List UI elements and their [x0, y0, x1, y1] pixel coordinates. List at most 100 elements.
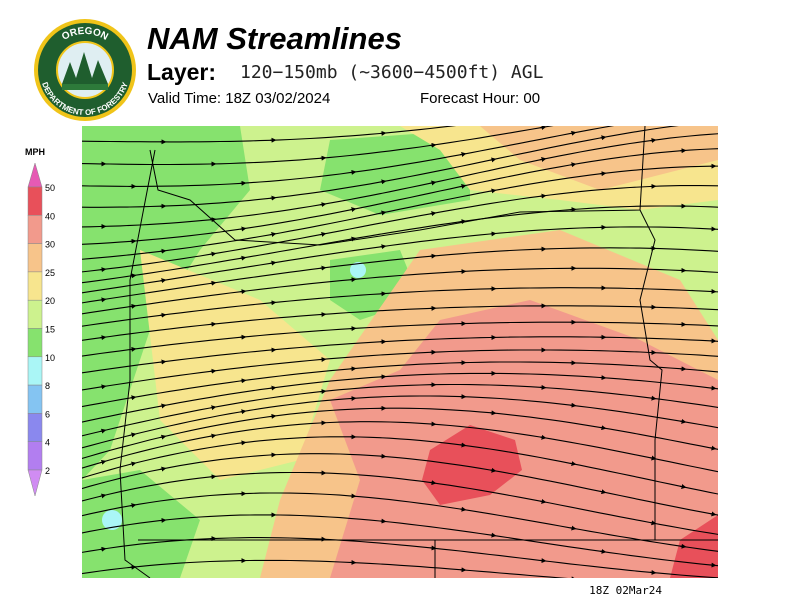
- logo-top-path: OREGON: [60, 26, 110, 43]
- streamline-arrow: [599, 548, 607, 554]
- streamline-arrow: [569, 162, 577, 168]
- streamline-arrow: [459, 506, 467, 512]
- streamline: [82, 395, 718, 449]
- streamline: [82, 247, 718, 304]
- colorbar-band: [27, 299, 43, 329]
- streamline-arrow: [539, 434, 547, 440]
- streamline-arrow: [649, 395, 657, 401]
- layer-label: Layer:: [147, 59, 216, 85]
- streamline-arrow: [209, 433, 217, 439]
- streamline: [82, 336, 718, 374]
- footer-timestamp: 18Z 02Mar24: [589, 584, 662, 597]
- streamline-arrow: [159, 248, 167, 254]
- field-cyan: [350, 262, 366, 278]
- colorbar-tick-label: 40: [45, 211, 55, 221]
- streamline-arrow: [99, 335, 107, 341]
- streamline: [82, 492, 718, 552]
- streamline-arrow: [129, 346, 137, 352]
- streamline-arrow: [239, 255, 247, 261]
- colorbar-cap-top: [27, 162, 43, 188]
- streamline-arrow: [600, 105, 604, 106]
- streamline-arrow: [159, 359, 167, 365]
- colorbar-tick-label: 10: [45, 353, 55, 363]
- streamline-arrow: [99, 297, 107, 303]
- field-cyan-sw: [102, 510, 122, 530]
- streamline: [82, 559, 569, 578]
- streamline-arrow: [709, 445, 717, 451]
- border-ca-nv: [138, 539, 655, 578]
- streamline-arrow: [239, 378, 247, 384]
- streamline: [82, 226, 718, 294]
- streamline-arrow: [269, 195, 277, 201]
- streamline-arrow: [99, 267, 107, 273]
- streamline-arrow: [489, 157, 497, 163]
- streamline: [82, 349, 718, 391]
- valid-time: Valid Time: 18Z 03/02/2024: [148, 90, 330, 107]
- streamline-arrow: [650, 109, 654, 110]
- streamline-arrow: [239, 409, 247, 415]
- streamline-arrow: [489, 188, 497, 194]
- streamline: [82, 321, 718, 357]
- map: [82, 105, 718, 578]
- streamline-arrow: [539, 193, 547, 199]
- streamline-arrow: [269, 260, 277, 266]
- streamline-arrow: [99, 428, 107, 434]
- streamline-arrow: [209, 251, 217, 257]
- streamline-arrow: [99, 384, 107, 390]
- streamline-arrow: [459, 219, 467, 225]
- colorbar-tick-label: 4: [45, 438, 50, 448]
- streamline-arrow: [649, 520, 657, 526]
- title: NAM Streamlines: [147, 21, 402, 56]
- colorbar-tick-label: 20: [45, 296, 55, 306]
- streamlines: [82, 105, 718, 578]
- logo-trees: [62, 52, 108, 84]
- streamline: [82, 126, 679, 208]
- streamline: [82, 305, 718, 341]
- streamline-arrow: [379, 210, 387, 216]
- streamline-arrow: [209, 368, 217, 374]
- streamline-arrow: [429, 480, 437, 486]
- colorbar-tick-label: 30: [45, 240, 55, 250]
- colorbar-tick-label: 25: [45, 268, 55, 278]
- coastline: [119, 149, 156, 578]
- streamline-arrow: [679, 418, 687, 424]
- streamline: [82, 287, 718, 327]
- colorbar-title: MPH: [25, 147, 45, 157]
- streamline: [82, 148, 718, 245]
- colorbar-band: [27, 271, 43, 301]
- forecast-hour: Forecast Hour: 00: [420, 90, 540, 107]
- streamline: [82, 133, 718, 228]
- streamline: [82, 514, 718, 567]
- streamline: [82, 185, 718, 273]
- streamline-arrow: [599, 135, 607, 141]
- colorbar-band: [27, 356, 43, 386]
- logo: OREGON DEPARTMENT OF FORESTRY: [34, 19, 136, 121]
- streamline: [82, 126, 554, 166]
- colorbar-tick-label: 15: [45, 325, 55, 335]
- streamline-arrow: [209, 405, 217, 411]
- streamline-arrow: [679, 484, 687, 489]
- colorbar-tick-label: 8: [45, 381, 50, 391]
- streamline: [82, 165, 718, 260]
- streamline-arrow: [129, 432, 137, 438]
- layer-value: 120−150mb (~3600−4500ft) AGL: [240, 62, 544, 83]
- streamline-arrow: [269, 413, 277, 419]
- colorbar-band: [27, 413, 43, 442]
- streamline-arrow: [680, 115, 684, 116]
- colorbar-band: [27, 328, 43, 358]
- streamline-arrow: [569, 130, 577, 136]
- streamline-arrow: [319, 231, 327, 237]
- streamline-arrow: [679, 543, 687, 549]
- streamline-arrow: [159, 403, 167, 409]
- colorbar: MPH 50 40 30 25 20 15 10 8 6 4 2: [25, 147, 55, 497]
- streamline-arrow: [99, 459, 107, 465]
- colorbar-cap-bottom: [27, 469, 43, 497]
- streamline: [82, 383, 718, 437]
- streamline-arrow: [129, 503, 137, 508]
- colorbar-tick-label: 50: [45, 183, 55, 193]
- streamline-arrow: [539, 126, 547, 130]
- streamline: [82, 126, 457, 143]
- streamline-arrow: [459, 183, 467, 189]
- streamline-arrow: [490, 121, 494, 122]
